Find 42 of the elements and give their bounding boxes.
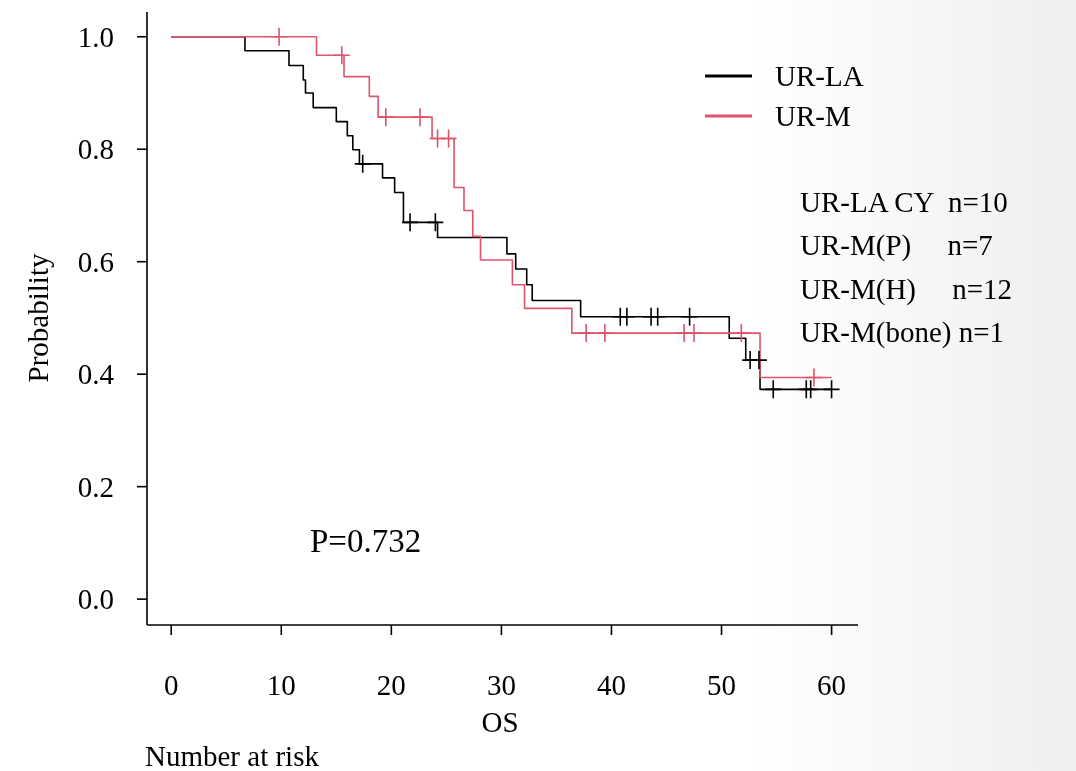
annotation: P=0.732 — [310, 523, 422, 559]
annotation: UR-M(bone) n=1 — [800, 316, 1005, 349]
x-tick-label: 30 — [486, 669, 516, 701]
y-tick-label: 1.0 — [77, 20, 114, 53]
x-axis-title: OS — [481, 706, 519, 738]
point — [648, 307, 667, 327]
legend-label: UR-M — [775, 100, 851, 133]
y-tick-label: 0.4 — [77, 358, 115, 391]
y-tick-label: 0.0 — [77, 583, 114, 616]
x-tick-label: 40 — [596, 669, 626, 701]
y-tick-label: 0.2 — [77, 470, 114, 503]
point — [801, 379, 820, 400]
point — [401, 212, 419, 233]
x-tick-label: 10 — [266, 669, 296, 701]
annotation: UR-LA CY n=10 — [800, 186, 1008, 218]
point — [685, 323, 703, 343]
point — [596, 323, 614, 343]
point — [680, 307, 699, 327]
text: Number at risk — [145, 740, 320, 771]
annotation: UR-M(H) n=12 — [800, 273, 1013, 306]
point — [439, 128, 458, 149]
point — [577, 323, 595, 343]
point — [805, 367, 823, 388]
y-axis-title: Probability — [22, 253, 54, 383]
legend-label: UR-LA — [775, 60, 864, 93]
point — [750, 350, 768, 370]
annotation: UR-M(P) n=7 — [800, 229, 993, 262]
x-tick-label: 50 — [707, 669, 737, 701]
point — [426, 212, 445, 233]
x-tick-label: 0 — [163, 669, 179, 701]
point — [270, 26, 288, 47]
point — [411, 107, 429, 127]
x-tick-label: 60 — [817, 669, 847, 701]
x-tick-label: 20 — [376, 669, 406, 701]
y-tick-label: 0.6 — [77, 245, 114, 278]
point — [333, 45, 351, 66]
point — [377, 107, 395, 127]
point — [764, 379, 783, 400]
point — [822, 379, 841, 400]
point — [353, 154, 372, 174]
y-tick-label: 0.8 — [77, 133, 114, 166]
point — [732, 323, 751, 343]
